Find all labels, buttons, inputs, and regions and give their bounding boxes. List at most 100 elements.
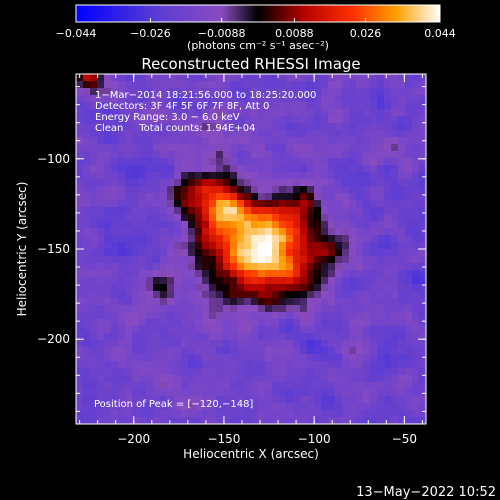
- heatmap-cell: [265, 221, 273, 229]
- heatmap-cell: [286, 361, 294, 369]
- heatmap-cell: [160, 179, 168, 187]
- heatmap-cell: [370, 130, 378, 138]
- heatmap-cell: [377, 312, 385, 320]
- heatmap-cell: [363, 151, 371, 159]
- heatmap-cell: [153, 319, 161, 327]
- heatmap-cell: [328, 305, 336, 313]
- heatmap-cell: [314, 403, 322, 411]
- heatmap-cell: [391, 151, 399, 159]
- heatmap-cell: [223, 123, 231, 131]
- heatmap-cell: [419, 396, 426, 404]
- heatmap-cell: [405, 354, 413, 362]
- heatmap-cell: [405, 172, 413, 180]
- heatmap-cell: [342, 277, 350, 285]
- heatmap-cell: [251, 361, 259, 369]
- heatmap-cell: [419, 242, 426, 250]
- heatmap-cell: [209, 158, 217, 166]
- heatmap-cell: [146, 319, 154, 327]
- heatmap-cell: [146, 151, 154, 159]
- heatmap-cell: [181, 81, 189, 89]
- heatmap-cell: [209, 102, 217, 110]
- heatmap-cell: [300, 207, 308, 215]
- x-axis-label: Heliocentric X (arcsec): [183, 447, 319, 461]
- heatmap-cell: [314, 319, 322, 327]
- heatmap-cell: [83, 123, 91, 131]
- heatmap-cell: [307, 410, 315, 418]
- peak-position-label: Position of Peak = [−120,−148]: [94, 399, 253, 410]
- colorbar-tick-label: −0.044: [56, 27, 97, 40]
- heatmap-cell: [307, 165, 315, 173]
- heatmap-cell: [391, 410, 399, 418]
- heatmap-cell: [342, 403, 350, 411]
- heatmap-cell: [125, 151, 133, 159]
- heatmap-cell: [307, 214, 315, 222]
- heatmap-cell: [370, 228, 378, 236]
- heatmap-cell: [286, 235, 294, 243]
- heatmap-cell: [272, 417, 280, 424]
- heatmap-cell: [265, 319, 273, 327]
- heatmap-cell: [104, 284, 112, 292]
- heatmap-cell: [412, 361, 420, 369]
- heatmap-cell: [384, 410, 392, 418]
- heatmap-cell: [307, 319, 315, 327]
- heatmap-cell: [111, 263, 119, 271]
- heatmap-cell: [377, 102, 385, 110]
- heatmap-cell: [293, 137, 301, 145]
- heatmap-cell: [153, 235, 161, 243]
- heatmap-cell: [125, 116, 133, 124]
- heatmap-cell: [342, 312, 350, 320]
- heatmap-cell: [342, 102, 350, 110]
- heatmap-cell: [363, 382, 371, 390]
- heatmap-cell: [202, 193, 210, 201]
- heatmap-cell: [216, 172, 224, 180]
- heatmap-cell: [188, 319, 196, 327]
- heatmap-cell: [279, 221, 287, 229]
- heatmap-cell: [328, 263, 336, 271]
- heatmap-cell: [216, 235, 224, 243]
- heatmap-cell: [111, 144, 119, 152]
- heatmap-cell: [202, 144, 210, 152]
- heatmap-cell: [321, 256, 329, 264]
- heatmap-cell: [83, 249, 91, 257]
- heatmap-cell: [167, 396, 175, 404]
- heatmap-cell: [174, 123, 182, 131]
- heatmap-cell: [391, 368, 399, 376]
- heatmap-cell: [167, 130, 175, 138]
- heatmap-cell: [83, 88, 91, 96]
- heatmap-cell: [286, 256, 294, 264]
- heatmap-cell: [104, 298, 112, 306]
- heatmap-cell: [419, 284, 426, 292]
- heatmap-cell: [111, 228, 119, 236]
- heatmap-cell: [195, 312, 203, 320]
- heatmap-cell: [384, 179, 392, 187]
- heatmap-cell: [111, 256, 119, 264]
- heatmap-cell: [83, 263, 91, 271]
- heatmap-cell: [391, 102, 399, 110]
- heatmap-cell: [195, 207, 203, 215]
- heatmap-cell: [251, 95, 259, 103]
- heatmap-cell: [258, 410, 266, 418]
- heatmap-cell: [167, 340, 175, 348]
- heatmap-cell: [202, 333, 210, 341]
- heatmap-cell: [188, 228, 196, 236]
- heatmap-cell: [216, 158, 224, 166]
- heatmap-cell: [314, 312, 322, 320]
- heatmap-cell: [398, 270, 406, 278]
- heatmap-cell: [279, 109, 287, 117]
- heatmap-cell: [279, 277, 287, 285]
- heatmap-cell: [139, 417, 147, 424]
- heatmap-cell: [377, 382, 385, 390]
- heatmap-cell: [286, 95, 294, 103]
- heatmap-cell: [251, 151, 259, 159]
- heatmap-cell: [139, 319, 147, 327]
- heatmap-cell: [265, 312, 273, 320]
- heatmap-cell: [391, 116, 399, 124]
- heatmap-cell: [384, 137, 392, 145]
- heatmap-cell: [132, 221, 140, 229]
- heatmap-cell: [118, 207, 126, 215]
- heatmap-cell: [342, 291, 350, 299]
- heatmap-cell: [132, 347, 140, 355]
- y-tick-label: −100: [37, 152, 70, 166]
- heatmap-cell: [349, 123, 357, 131]
- heatmap-cell: [363, 186, 371, 194]
